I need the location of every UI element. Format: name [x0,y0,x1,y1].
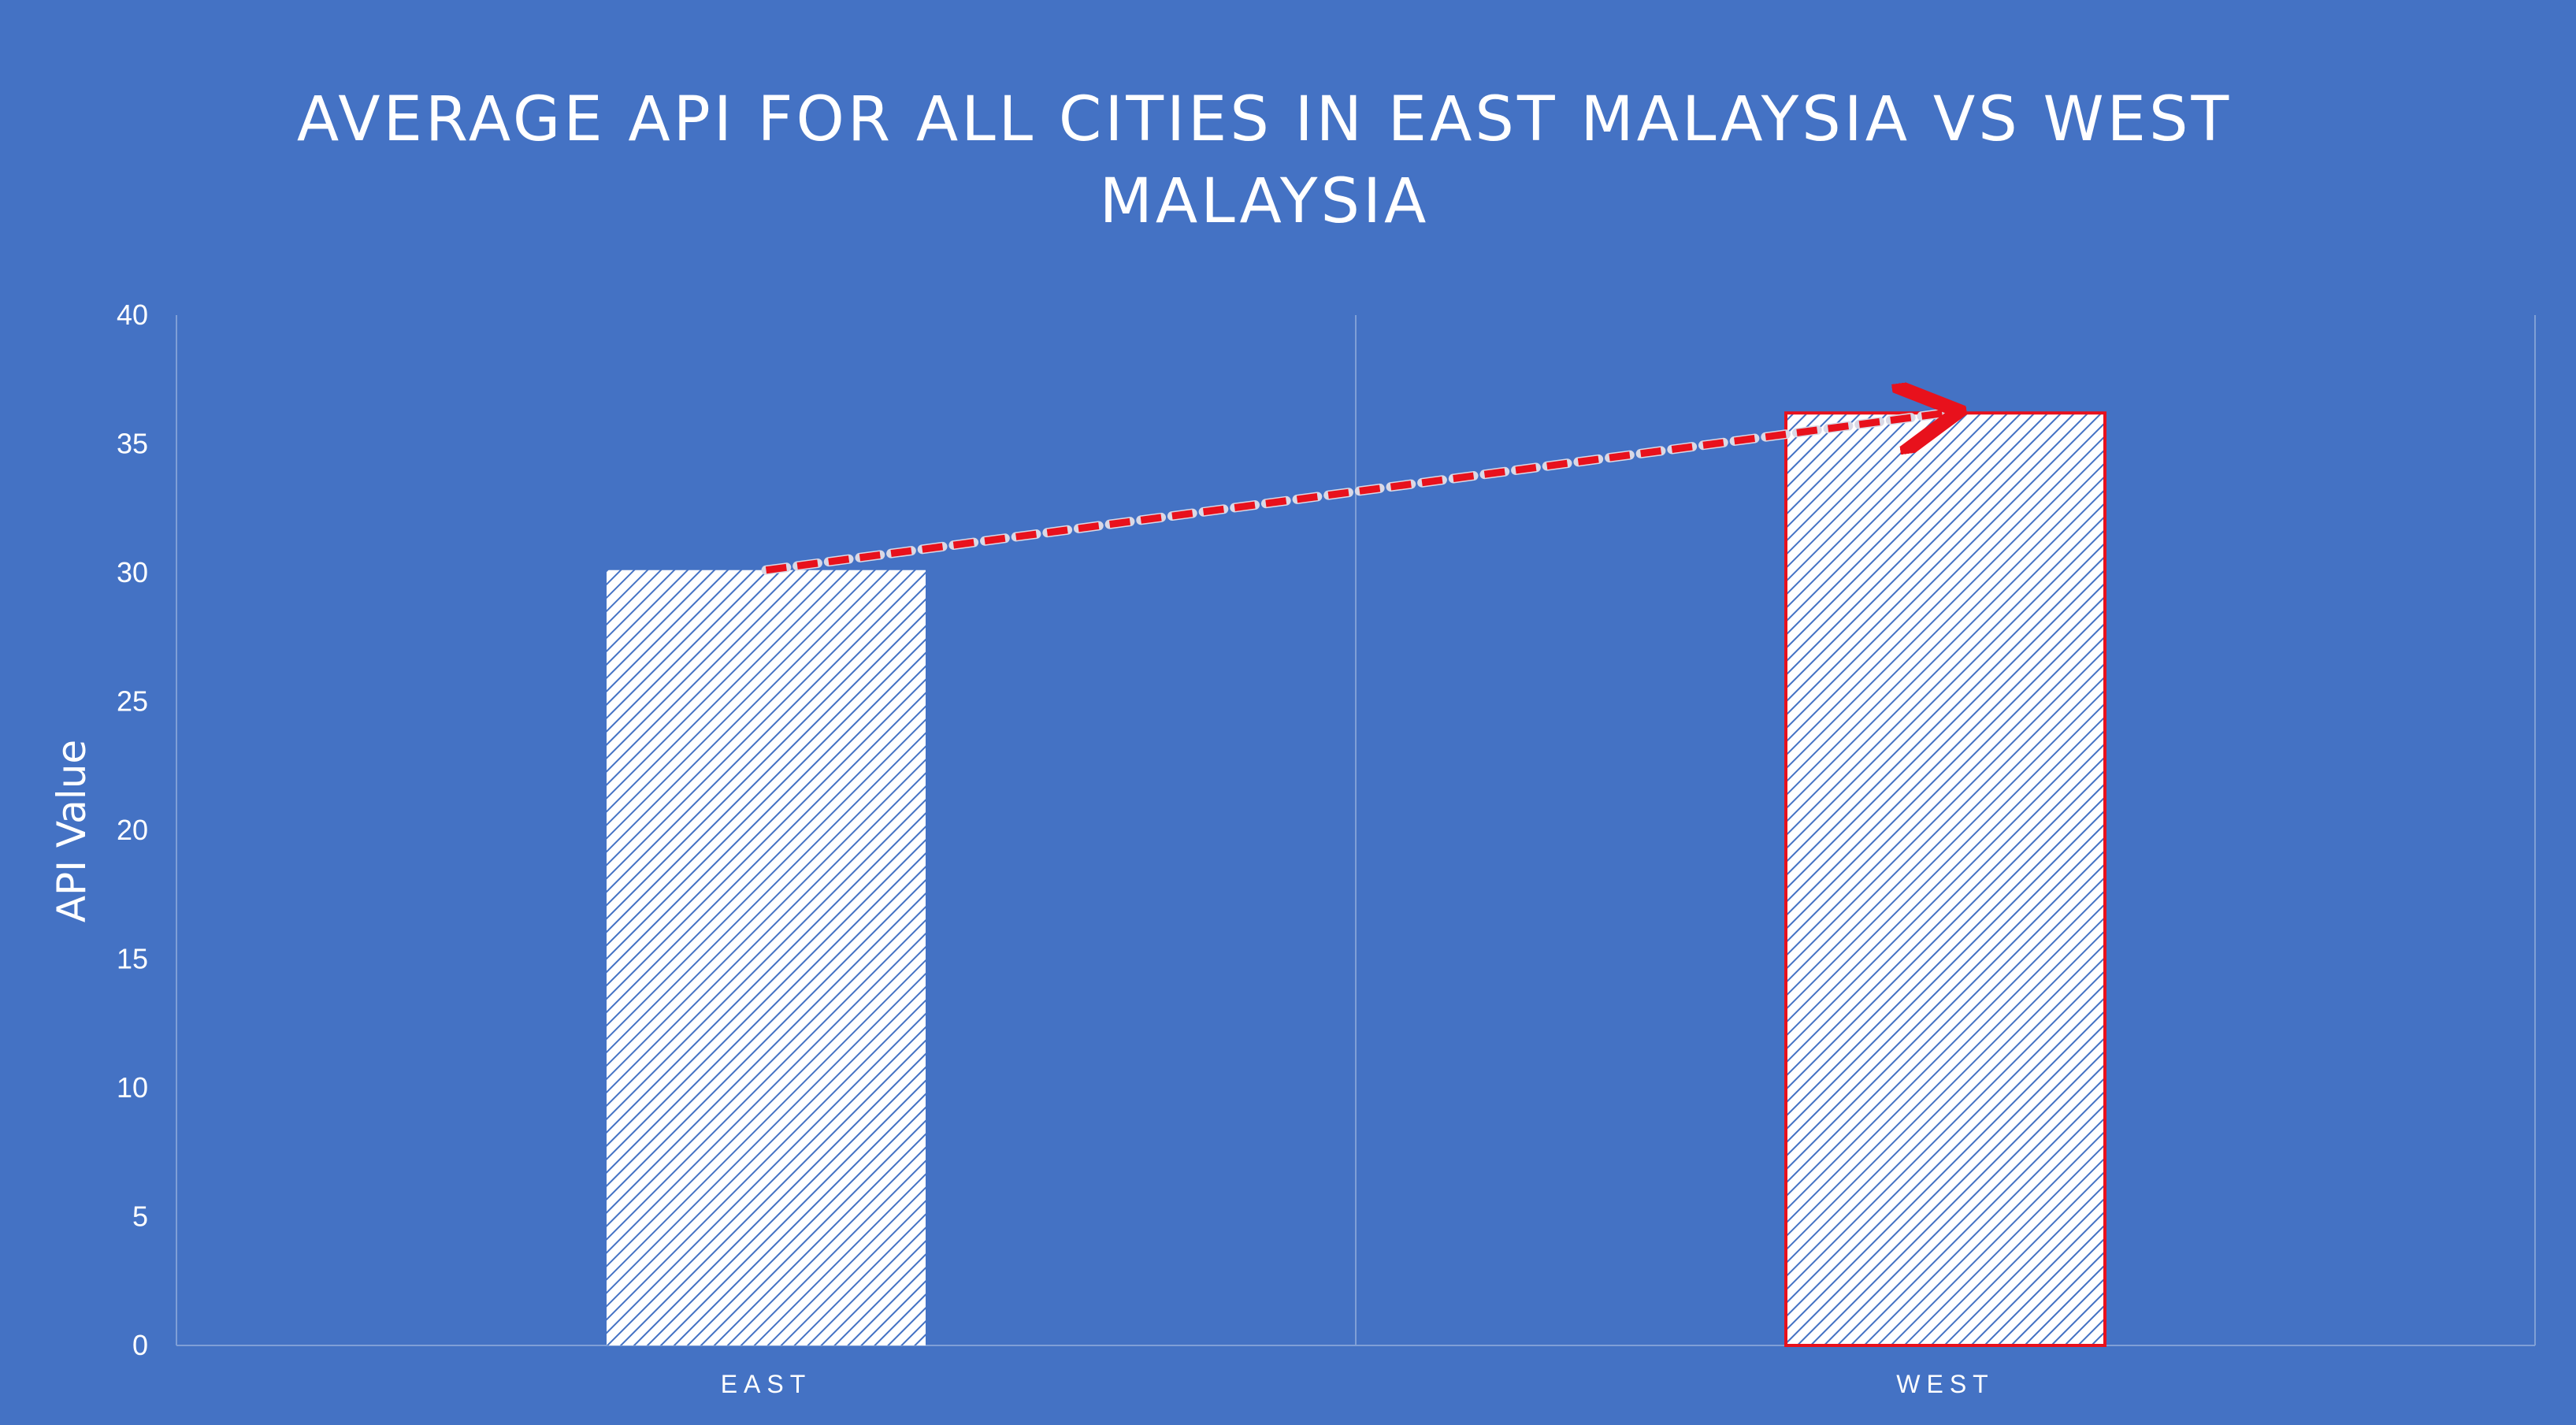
chart-title-line-2: MALAYSIA [1100,166,1430,237]
y-tick-label: 10 [117,1071,148,1104]
y-tick-label: 20 [117,814,148,846]
trend-arrow [765,413,1946,574]
plot-area: 0 5 10 15 20 25 30 35 40 EAST WEST [117,299,2536,1398]
x-tick-label: WEST [1896,1370,1994,1398]
bar-west [1784,411,2106,1347]
y-tick-label: 5 [132,1200,148,1233]
y-tick-label: 30 [117,556,148,588]
y-tick-label: 0 [132,1329,148,1361]
y-tick-label: 25 [117,685,148,718]
bar-east [607,570,926,1345]
y-tick-label: 15 [117,943,148,975]
y-tick-label: 35 [117,428,148,460]
y-tick-label: 40 [117,299,148,331]
y-axis-title: API Value [49,740,95,922]
x-tick-label: EAST [721,1370,812,1398]
chart-title-line-1: AVERAGE API FOR ALL CITIES IN EAST MALAY… [297,84,2232,155]
